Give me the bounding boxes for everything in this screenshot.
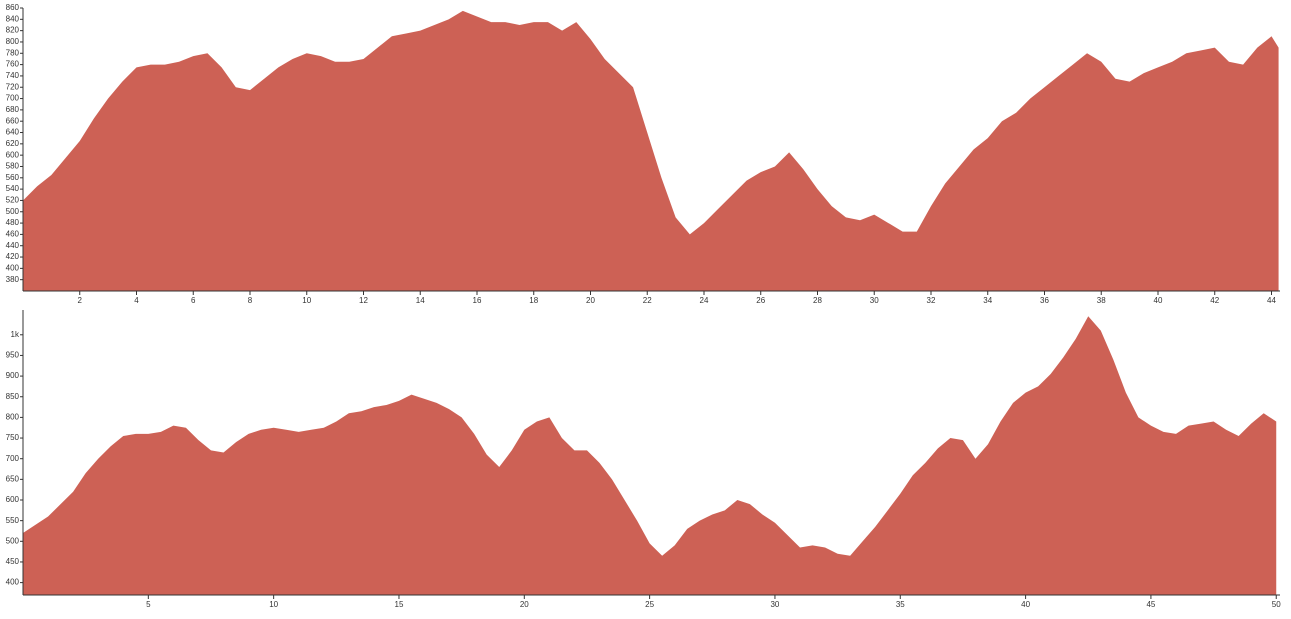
y-tick-label: 600 bbox=[6, 495, 20, 504]
x-tick-label: 2 bbox=[78, 296, 83, 305]
y-tick-label: 560 bbox=[6, 173, 20, 182]
y-tick-label: 680 bbox=[6, 105, 20, 114]
y-tick-label: 520 bbox=[6, 196, 20, 205]
elevation-area bbox=[23, 316, 1277, 595]
x-tick-label: 40 bbox=[1154, 296, 1163, 305]
y-tick-label: 740 bbox=[6, 71, 20, 80]
x-tick-label: 15 bbox=[395, 600, 404, 609]
y-tick-label: 660 bbox=[6, 116, 20, 125]
y-tick-label: 700 bbox=[6, 94, 20, 103]
x-tick-label: 4 bbox=[134, 296, 139, 305]
x-tick-label: 24 bbox=[700, 296, 709, 305]
x-tick-label: 30 bbox=[870, 296, 879, 305]
y-tick-label: 400 bbox=[6, 578, 20, 587]
y-tick-label: 750 bbox=[6, 433, 20, 442]
x-tick-label: 14 bbox=[416, 296, 425, 305]
x-tick-label: 34 bbox=[983, 296, 992, 305]
x-tick-label: 35 bbox=[896, 600, 905, 609]
x-tick-label: 6 bbox=[191, 296, 196, 305]
y-tick-label: 480 bbox=[6, 218, 20, 227]
y-tick-label: 900 bbox=[6, 371, 20, 380]
y-tick-label: 640 bbox=[6, 128, 20, 137]
y-tick-label: 780 bbox=[6, 48, 20, 57]
y-tick-label: 720 bbox=[6, 82, 20, 91]
y-tick-label: 700 bbox=[6, 454, 20, 463]
y-tick-label: 950 bbox=[6, 351, 20, 360]
x-tick-label: 30 bbox=[770, 600, 779, 609]
y-tick-label: 860 bbox=[6, 3, 20, 12]
x-tick-label: 10 bbox=[269, 600, 278, 609]
y-tick-label: 850 bbox=[6, 392, 20, 401]
y-tick-label: 460 bbox=[6, 230, 20, 239]
x-tick-label: 38 bbox=[1097, 296, 1106, 305]
x-tick-label: 12 bbox=[359, 296, 368, 305]
x-tick-label: 42 bbox=[1210, 296, 1219, 305]
x-tick-label: 5 bbox=[146, 600, 151, 609]
x-tick-label: 8 bbox=[248, 296, 253, 305]
y-tick-label: 620 bbox=[6, 139, 20, 148]
y-tick-label: 600 bbox=[6, 150, 20, 159]
y-tick-label: 840 bbox=[6, 14, 20, 23]
y-tick-label: 760 bbox=[6, 60, 20, 69]
x-tick-label: 20 bbox=[586, 296, 595, 305]
y-tick-label: 380 bbox=[6, 275, 20, 284]
y-tick-label: 500 bbox=[6, 207, 20, 216]
y-tick-label: 440 bbox=[6, 241, 20, 250]
y-tick-label: 500 bbox=[6, 536, 20, 545]
y-tick-label: 580 bbox=[6, 162, 20, 171]
y-tick-label: 450 bbox=[6, 557, 20, 566]
x-tick-label: 26 bbox=[756, 296, 765, 305]
x-tick-label: 16 bbox=[473, 296, 482, 305]
x-tick-label: 25 bbox=[645, 600, 654, 609]
x-tick-label: 20 bbox=[520, 600, 529, 609]
x-tick-label: 10 bbox=[302, 296, 311, 305]
x-tick-label: 45 bbox=[1146, 600, 1155, 609]
y-tick-label: 550 bbox=[6, 516, 20, 525]
y-tick-label: 400 bbox=[6, 263, 20, 272]
x-tick-label: 36 bbox=[1040, 296, 1049, 305]
x-tick-label: 22 bbox=[643, 296, 652, 305]
y-tick-label: 1k bbox=[11, 330, 20, 339]
y-tick-label: 650 bbox=[6, 474, 20, 483]
y-tick-label: 800 bbox=[6, 413, 20, 422]
y-tick-label: 800 bbox=[6, 37, 20, 46]
elevation-area bbox=[23, 10, 1279, 292]
x-tick-label: 32 bbox=[927, 296, 936, 305]
y-tick-label: 540 bbox=[6, 184, 20, 193]
x-tick-label: 18 bbox=[529, 296, 538, 305]
y-tick-label: 420 bbox=[6, 252, 20, 261]
x-tick-label: 28 bbox=[813, 296, 822, 305]
x-tick-label: 40 bbox=[1021, 600, 1030, 609]
x-tick-label: 44 bbox=[1267, 296, 1276, 305]
x-tick-label: 50 bbox=[1272, 600, 1281, 609]
y-tick-label: 820 bbox=[6, 26, 20, 35]
